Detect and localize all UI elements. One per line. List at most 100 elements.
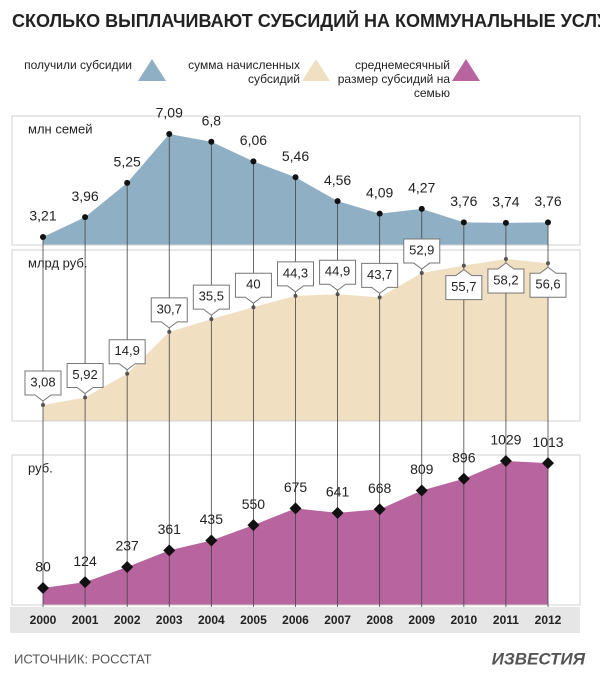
callout [234,272,272,304]
value-label: 58,2 [493,272,518,287]
value-label: 896 [452,450,476,466]
x-tick-label: 2005 [240,613,267,627]
callout [277,261,314,293]
value-label: 40 [246,277,260,292]
point [293,293,298,298]
value-label: 3,76 [534,193,561,209]
point [124,179,131,186]
point [419,271,424,276]
legend-label: получили субсидии [24,58,132,72]
value-label: 641 [326,484,350,500]
value-label: 1013 [532,434,563,450]
point [82,214,89,221]
legend-icon [452,59,480,81]
value-label: 35,5 [199,289,224,304]
point [335,292,340,297]
point [208,138,215,145]
point [461,263,466,268]
logo: ИЗВЕСТИЯ [492,649,586,668]
point [289,502,302,515]
point [499,455,512,467]
panel [11,115,581,246]
point [373,503,386,516]
point [292,174,299,181]
value-label: 7,09 [156,105,183,121]
point [545,219,551,226]
callout [319,259,357,291]
value-label: 55,7 [451,279,476,294]
callout [24,370,62,402]
value-label: 6,8 [202,112,222,128]
x-tick-label: 2008 [366,613,393,627]
point [503,257,508,261]
value-label: 361 [158,521,182,537]
x-tick-label: 2011 [493,613,519,627]
point [457,472,470,485]
unit-label: млрд руб. [28,255,87,270]
panel [11,249,581,422]
callout [192,284,230,316]
point [460,219,467,226]
point [79,576,92,589]
value-label: 550 [242,496,266,512]
legend-icon [138,59,166,81]
x-tick-label: 2003 [156,613,183,627]
point [205,534,218,547]
point [251,305,256,310]
value-label: 3,21 [29,208,56,224]
point [415,484,428,497]
callout [403,238,441,270]
unit-label: млн семей [28,121,92,136]
value-label: 56,6 [535,277,560,292]
callout [361,262,399,295]
x-tick-label: 2007 [324,613,351,627]
point [334,198,341,205]
point [377,295,382,300]
value-label: 30,7 [157,301,182,316]
point [247,519,260,532]
point [209,317,214,322]
point [376,210,383,217]
value-label: 4,56 [324,172,351,188]
point [125,371,130,376]
x-tick-label: 2010 [450,613,477,627]
point [40,234,46,240]
value-label: 237 [115,538,139,554]
x-tick-label: 2006 [282,613,309,627]
legend-label: сумма начисленных субсидий [188,58,300,86]
legend-label: среднемесячный размер субсидий на семью [337,58,450,100]
value-label: 809 [410,461,434,477]
value-label: 44,3 [283,265,308,280]
point [418,205,425,212]
x-tick-label: 2004 [198,613,225,627]
callout [108,339,146,371]
value-label: 3,96 [71,188,98,204]
x-tick-label: 2000 [30,613,57,627]
point [546,261,550,266]
point [542,457,554,470]
x-tick-label: 2009 [408,613,435,627]
value-label: 43,7 [367,267,392,282]
point [250,158,257,165]
value-label: 14,9 [115,343,140,358]
panel [11,454,581,606]
value-label: 80 [35,559,51,575]
value-label: 5,46 [282,148,309,164]
value-label: 5,25 [114,154,141,170]
callout [487,262,525,294]
x-tick-label: 2002 [114,613,141,627]
callout [66,362,104,395]
callout [529,266,567,298]
point [167,329,172,334]
point [41,403,45,407]
point [502,219,509,226]
point [166,131,173,137]
value-label: 44,9 [325,264,350,279]
value-label: 675 [284,479,308,495]
value-label: 52,9 [409,242,434,257]
point [331,506,344,519]
value-label: 6,06 [240,132,267,148]
point [83,395,88,400]
